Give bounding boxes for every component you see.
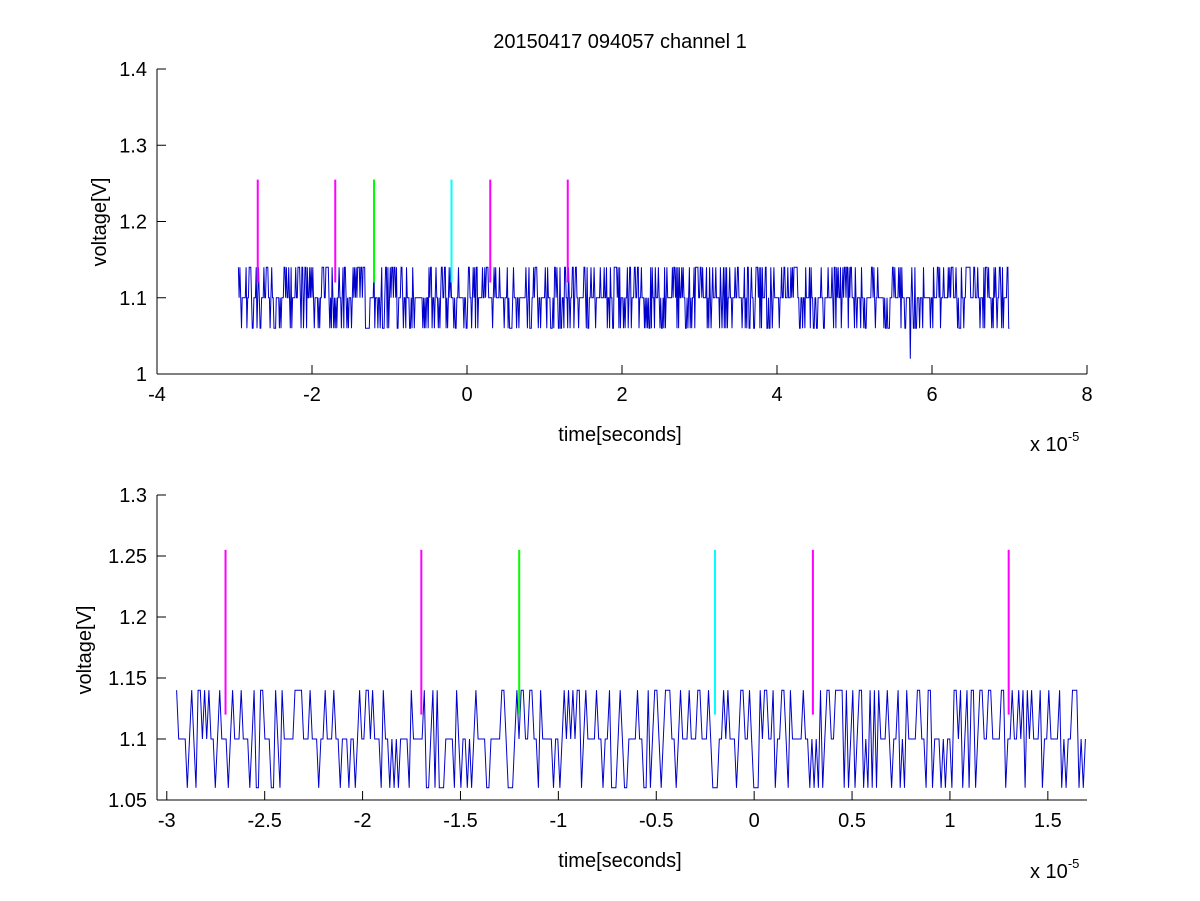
top-plot-x-tick-label: 2 [616, 384, 627, 406]
top-plot: -4 -2 0 2 4 6 8 1 1.1 1.2 1.3 1.4 time[seconds] vol… [89, 59, 1093, 456]
bottom-plot-x-tick-label: -1 [549, 810, 567, 832]
top-plot-y-tick-label: 1.3 [119, 135, 147, 157]
top-plot-x-exponent-power: -5 [1068, 429, 1080, 444]
bottom-plot-x-tick-label: -2.5 [247, 810, 281, 832]
bottom-plot-xlabel: time[seconds] [558, 850, 681, 872]
top-plot-signal-group [237, 266, 1010, 359]
top-plot-ylabel: voltage[V] [89, 178, 111, 267]
bottom-plot-y-tick-label: 1.2 [119, 607, 147, 629]
bottom-plot-x-exponent-power: -5 [1068, 856, 1080, 871]
bottom-plot-x-exponent-base: x 10 [1030, 861, 1068, 883]
top-plot-xlabel: time[seconds] [558, 424, 681, 446]
bottom-plot-x-tick-label: 1 [944, 810, 955, 832]
bottom-plot-y-tick-label: 1.3 [119, 485, 147, 507]
top-plot-y-tick-label: 1 [136, 364, 147, 386]
top-plot-x-tick-label: 8 [1081, 384, 1092, 406]
top-plot-x-tick-label: 4 [771, 384, 782, 406]
bottom-plot-y-tick-label: 1.25 [108, 546, 147, 568]
figure-title: 20150417 094057 channel 1 [493, 31, 747, 53]
top-plot-y-tick-label: 1.2 [119, 212, 147, 234]
top-plot-x-exponent-base: x 10 [1030, 434, 1068, 456]
bottom-plot-x-tick-label: -1.5 [443, 810, 477, 832]
top-plot-x-exponent: x 10-5 [1030, 429, 1079, 456]
top-plot-x-tick-label: -2 [303, 384, 321, 406]
top-plot-ticks: -4 -2 0 2 4 6 8 1 1.1 1.2 1.3 1.4 [119, 59, 1092, 406]
top-plot-markers [256, 179, 569, 283]
bottom-plot: -3 -2.5 -2 -1.5 -1 -0.5 0 0.5 1 1.5 1.05 1.1 1.15 1.2… [74, 485, 1087, 883]
bottom-plot-x-tick-label: 0 [749, 810, 760, 832]
bottom-plot-y-tick-label: 1.05 [108, 790, 147, 812]
top-plot-signal-line [237, 266, 1010, 359]
bottom-plot-x-tick-label: -2 [354, 810, 372, 832]
top-plot-axes [156, 69, 1087, 375]
bottom-plot-ticks: -3 -2.5 -2 -1.5 -1 -0.5 0 0.5 1 1.5 1.05 1.1 1.15 1.2… [108, 485, 1062, 832]
top-plot-y-tick-label: 1.4 [119, 59, 147, 81]
top-plot-x-tick-label: 0 [461, 384, 472, 406]
bottom-plot-x-tick-label: 1.5 [1034, 810, 1062, 832]
bottom-plot-markers [224, 549, 1010, 715]
top-plot-y-tick-label: 1.1 [119, 288, 147, 310]
bottom-plot-ylabel: voltage[V] [74, 606, 96, 695]
bottom-plot-signal-group [176, 689, 1086, 789]
bottom-plot-x-tick-label: -3 [158, 810, 176, 832]
bottom-plot-x-exponent: x 10-5 [1030, 856, 1079, 883]
bottom-plot-x-tick-label: 0.5 [838, 810, 866, 832]
bottom-plot-y-tick-label: 1.15 [108, 668, 147, 690]
bottom-plot-y-tick-label: 1.1 [119, 729, 147, 751]
bottom-plot-axes [156, 495, 1087, 801]
bottom-plot-x-tick-label: -0.5 [639, 810, 673, 832]
bottom-plot-signal-line [176, 689, 1086, 789]
top-plot-x-tick-label: 6 [926, 384, 937, 406]
top-plot-x-tick-label: -4 [148, 384, 166, 406]
